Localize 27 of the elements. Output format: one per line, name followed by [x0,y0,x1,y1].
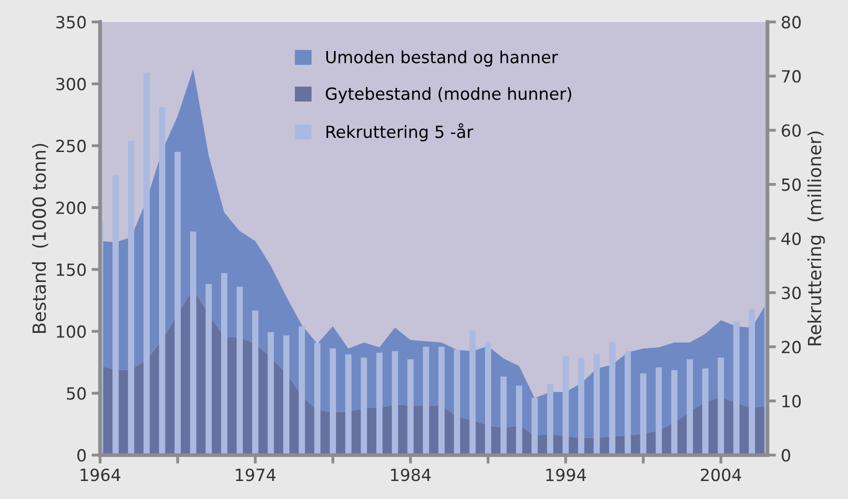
y2-tick-label: 70 [782,70,801,83]
y-tick-label: 200 [56,202,86,214]
y-tick-label: 150 [56,263,86,276]
legend-label: Rekruttering 5 -år [326,123,474,142]
y2-axis-title: Rekruttering (millioner) [807,132,825,346]
y-tick-label: 250 [56,140,86,152]
legend-label: Umoden bestand og hanner [326,50,558,67]
x-tick-label: 1974 [236,468,276,482]
y-axis-title: Bestand (1000 tonn) [32,144,48,333]
y-tick-label: 350 [56,16,86,29]
y2-tick-label: 30 [782,286,801,300]
y2-tick-label: 0 [782,449,790,462]
y2-tick-label: 20 [782,340,801,354]
y2-tick-label: 40 [781,232,801,246]
y2-tick-label: 10 [782,394,801,408]
x-tick-label: 2004 [700,468,742,482]
x-tick-label: 1984 [391,468,431,482]
y-tick-label: 300 [56,78,86,90]
y2-tick-label: 60 [782,124,801,137]
y2-tick-label: 50 [782,178,801,191]
y-tick-label: 100 [56,325,86,338]
y-tick-label: 0 [77,449,86,462]
x-tick-label: 1994 [546,468,586,482]
y2-tick-label: 80 [782,16,801,29]
y-tick-label: 50 [66,387,86,400]
legend-label: Gytebestand (modne hunner) [326,87,572,104]
x-tick-label: 1964 [80,468,120,482]
